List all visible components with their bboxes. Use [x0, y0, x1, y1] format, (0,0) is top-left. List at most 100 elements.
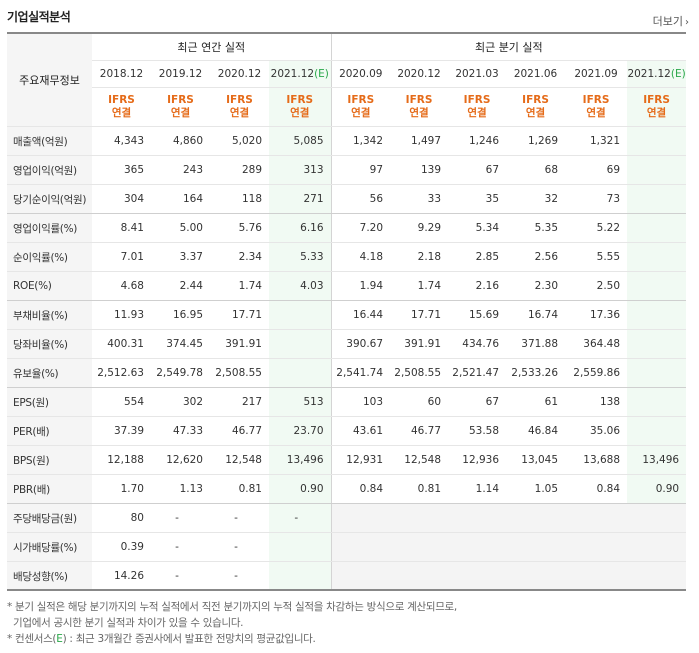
- period-header: 2020.09: [330, 60, 391, 88]
- table-row: 배당성향(%) 14.26- -: [7, 561, 687, 591]
- table-cell: 12,548: [390, 445, 449, 475]
- table-cell: 2,521.47: [448, 358, 507, 388]
- table-cell: 365: [92, 155, 151, 185]
- more-link[interactable]: 더보기 ›: [653, 13, 689, 29]
- table-cell: 2.18: [390, 242, 449, 272]
- table-cell: [565, 503, 628, 533]
- footnotes: * 분기 실적은 해당 분기까지의 누적 실적에서 직전 분기까지의 누적 실적…: [7, 599, 457, 647]
- ifrs-consolidated: 연결: [586, 107, 606, 119]
- table-cell: [506, 532, 566, 562]
- table-cell: 43.61: [330, 416, 391, 446]
- table-cell: 8.41: [92, 213, 151, 243]
- table-cell: 513: [269, 387, 332, 417]
- footnote-1: * 분기 실적은 해당 분기까지의 누적 실적에서 직전 분기까지의 누적 실적…: [7, 601, 457, 613]
- estimate-mark: E: [56, 633, 63, 645]
- table-cell: 47.33: [151, 416, 210, 446]
- table-cell: 2,533.26: [506, 358, 566, 388]
- table-cell: [390, 503, 449, 533]
- period-label: 2019.12: [158, 68, 203, 80]
- table-cell: 0.90: [627, 474, 687, 504]
- table-cell: 6.16: [269, 213, 332, 243]
- table-row: 영업이익(억원) 365 243 289 313 97 139 67 68 69: [7, 155, 687, 185]
- chevron-right-icon: ›: [685, 17, 689, 28]
- period-header-row: 2018.12 2019.12 2020.12 2021.12(E) 2020.09 20…: [7, 60, 687, 88]
- table-cell: 4,343: [92, 126, 151, 156]
- table-cell: [627, 155, 687, 185]
- table-cell: 5.76: [210, 213, 269, 243]
- period-label: 2020.12: [397, 68, 441, 80]
- ifrs-label: IFRS 연결: [506, 87, 566, 127]
- table-cell: [330, 532, 391, 562]
- period-label: 2018.12: [99, 68, 144, 80]
- ifrs-consolidated: 연결: [351, 107, 371, 119]
- period-header: 2020.12: [210, 60, 269, 88]
- period-header: 2021.03: [448, 60, 507, 88]
- table-cell: 217: [210, 387, 269, 417]
- table-cell: 12,931: [330, 445, 391, 475]
- row-label: 영업이익률(%): [7, 213, 92, 243]
- table-cell: 289: [210, 155, 269, 185]
- ifrs-label: IFRS 연결: [565, 87, 628, 127]
- ifrs-label: IFRS 연결: [92, 87, 151, 127]
- footnote-2-prefix: * 컨센서스(: [7, 633, 57, 645]
- table-cell: 1.74: [210, 271, 269, 301]
- table-cell: 1,269: [506, 126, 566, 156]
- table-cell: 371.88: [506, 329, 566, 359]
- table-cell: 13,496: [269, 445, 332, 475]
- table-cell: 33: [390, 184, 449, 214]
- table-cell: [627, 358, 687, 388]
- table-cell: 2,508.55: [210, 358, 269, 388]
- table-cell: 4.68: [92, 271, 151, 301]
- table-cell: 53.58: [448, 416, 507, 446]
- ifrs-label: IFRS 연결: [448, 87, 507, 127]
- table-cell: 103: [330, 387, 391, 417]
- table-cell: [627, 416, 687, 446]
- table-cell: 2,512.63: [92, 358, 151, 388]
- table-cell: 4.18: [330, 242, 391, 272]
- ifrs-standard: IFRS: [582, 94, 610, 106]
- table-cell: [627, 532, 687, 562]
- period-label: 2021.12: [270, 68, 315, 80]
- group-header-row: 주요재무정보 최근 연간 실적 최근 분기 실적: [7, 32, 687, 127]
- table-cell: [330, 561, 391, 591]
- table-cell: 2,549.78: [151, 358, 210, 388]
- table-cell: [627, 213, 687, 243]
- table-cell: 12,620: [151, 445, 210, 475]
- table-cell: [330, 503, 391, 533]
- table-cell: [448, 561, 507, 591]
- ifrs-standard: IFRS: [167, 94, 194, 106]
- table-cell: 60: [390, 387, 449, 417]
- row-label: 주당배당금(원): [7, 503, 92, 533]
- table-cell: [627, 503, 687, 533]
- row-label: EPS(원): [7, 387, 92, 417]
- table-cell: 5.35: [506, 213, 566, 243]
- table-cell: [448, 503, 507, 533]
- table-cell: 46.77: [390, 416, 449, 446]
- table-cell: 2.30: [506, 271, 566, 301]
- table-body: 매출액(억원) 4,343 4,860 5,020 5,085 1,342 1,497 1,2…: [7, 126, 687, 591]
- row-label: 배당성향(%): [7, 561, 92, 591]
- table-row: 시가배당률(%) 0.39- -: [7, 532, 687, 562]
- row-label: PER(배): [7, 416, 92, 446]
- table-cell: 37.39: [92, 416, 151, 446]
- table-cell: 11.93: [92, 300, 151, 330]
- ifrs-standard: IFRS: [463, 94, 491, 106]
- table-cell: 1.94: [330, 271, 391, 301]
- table-cell: 2,508.55: [390, 358, 449, 388]
- table-cell: -: [151, 503, 210, 533]
- table-row: 당좌비율(%) 400.31 374.45 391.91 390.67 391.91 434…: [7, 329, 687, 359]
- table-row: 당기순이익(억원) 304 164 118 271 56 33 35 32 73: [7, 184, 687, 214]
- table-cell: 391.91: [210, 329, 269, 359]
- ifrs-label: IFRS 연결: [330, 87, 391, 127]
- row-label: 당기순이익(억원): [7, 184, 92, 214]
- period-label: 2021.06: [513, 68, 558, 80]
- period-label: 2020.12: [217, 68, 262, 80]
- table-cell: 13,045: [506, 445, 566, 475]
- footnote-2: * 컨센서스(E) : 최근 3개월간 증권사에서 발표한 전망치의 평균값입니…: [7, 631, 457, 647]
- table-cell: 12,548: [210, 445, 269, 475]
- table-cell: -: [269, 503, 332, 533]
- table-cell: [627, 242, 687, 272]
- table-cell: 400.31: [92, 329, 151, 359]
- ifrs-label: IFRS 연결: [269, 87, 332, 127]
- table-cell: [627, 271, 687, 301]
